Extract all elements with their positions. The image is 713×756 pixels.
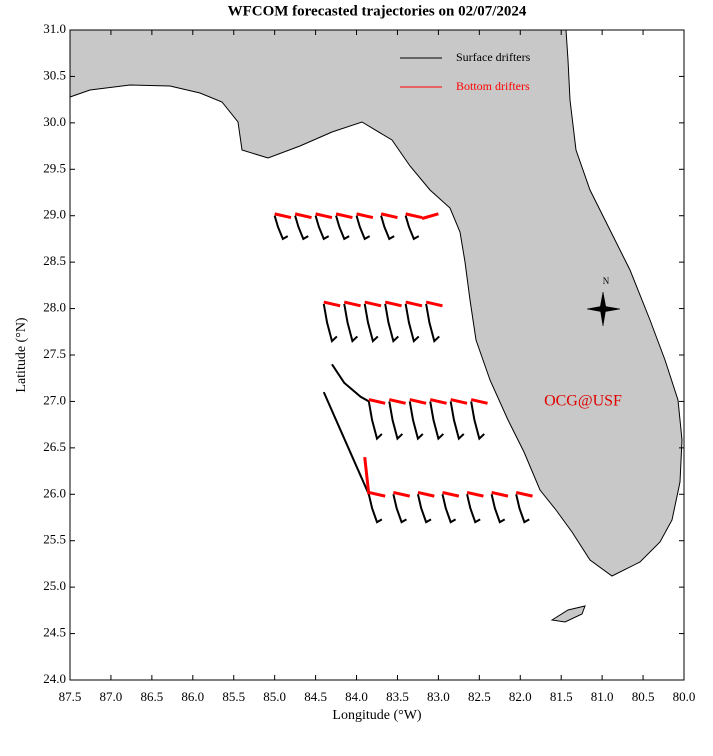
y-tick-label: 24.5 (43, 625, 66, 640)
y-tick-label: 28.5 (43, 253, 66, 268)
drifter-track (405, 212, 423, 220)
drifter-track (322, 303, 338, 343)
x-tick-label: 80.0 (673, 689, 696, 704)
y-tick-label: 30.0 (43, 114, 66, 129)
x-tick-label: 84.5 (304, 689, 327, 704)
y-tick-label: 25.0 (43, 578, 66, 593)
legend-label: Surface drifters (456, 50, 531, 64)
drifter-track (384, 303, 399, 343)
y-tick-label: 27.0 (43, 392, 66, 407)
x-tick-label: 80.5 (632, 689, 655, 704)
x-tick-label: 87.5 (59, 689, 82, 704)
drifter-track (425, 300, 443, 308)
drifter-track (331, 363, 370, 403)
land (69, 29, 683, 623)
drifter-track (368, 398, 386, 405)
y-tick-label: 29.5 (43, 160, 66, 175)
drifter-track (335, 212, 353, 220)
drifter-track (409, 398, 427, 405)
drifter-track (380, 212, 398, 220)
drifter-track (294, 215, 309, 241)
x-tick-label: 87.0 (100, 689, 123, 704)
x-tick-label: 82.5 (468, 689, 491, 704)
drifter-track (315, 212, 333, 220)
drifter-track (416, 494, 432, 524)
drifter-track (470, 401, 485, 441)
drifter-track (392, 494, 407, 524)
y-tick-label: 26.0 (43, 485, 66, 500)
drifter-track (368, 490, 386, 498)
drifter-track (466, 494, 481, 524)
drifter-track (343, 300, 361, 308)
drifter-track (384, 300, 402, 308)
y-tick-label: 27.5 (43, 346, 66, 361)
drifter-track (425, 303, 440, 343)
drifter-track (393, 490, 411, 498)
x-tick-label: 85.5 (222, 689, 245, 704)
drifter-track (441, 494, 457, 524)
drifter-track (429, 398, 447, 405)
annotation: OCG@USF (544, 393, 622, 410)
drifter-track (322, 391, 370, 495)
drifter-track (363, 303, 379, 343)
drifter-track (515, 490, 533, 498)
x-tick-label: 85.0 (263, 689, 286, 704)
coastline (69, 29, 683, 577)
legend-label: Bottom drifters (456, 79, 530, 93)
y-tick-label: 24.0 (43, 671, 66, 686)
drifter-track (355, 215, 371, 241)
drifter-track (356, 212, 374, 220)
drifter-track (491, 490, 509, 498)
drifter-track (388, 401, 404, 441)
compass-label: N (603, 276, 610, 286)
compass (586, 291, 621, 327)
drifter-track (363, 456, 371, 495)
x-tick-label: 86.0 (181, 689, 204, 704)
drifter-track (442, 490, 460, 498)
y-tick-label: 31.0 (43, 21, 66, 36)
y-tick-label: 26.5 (43, 439, 66, 454)
drifter-track (388, 398, 406, 405)
drifter-track (450, 398, 468, 405)
drifter-track (273, 215, 289, 241)
drifter-track (314, 215, 330, 241)
x-tick-label: 84.0 (345, 689, 368, 704)
drifter-track (470, 398, 488, 405)
drifter-track (335, 215, 350, 241)
drifter-track (367, 401, 383, 441)
drifter-track (429, 401, 444, 441)
drifter-track (364, 300, 382, 308)
y-tick-label: 30.5 (43, 67, 66, 82)
x-tick-label: 82.0 (509, 689, 532, 704)
drifter-track (323, 300, 341, 308)
drifter-track (404, 303, 420, 343)
drifter-track (515, 494, 530, 524)
y-axis-label: Latitude (°N) (14, 317, 29, 393)
drifter-track (404, 215, 420, 241)
drifter-track (367, 494, 383, 524)
y-tick-label: 28.0 (43, 300, 66, 315)
drifter-track (294, 212, 312, 220)
x-tick-label: 83.0 (427, 689, 450, 704)
drifter-track (380, 215, 395, 241)
y-tick-label: 25.5 (43, 532, 66, 547)
drifter-track (274, 212, 292, 220)
drifter-track (490, 494, 506, 524)
drifter-track (421, 212, 439, 220)
drifter-track (405, 300, 423, 308)
drifter-track (343, 303, 359, 343)
y-tick-label: 29.0 (43, 207, 66, 222)
x-tick-label: 86.5 (140, 689, 163, 704)
florida-keys (550, 605, 586, 623)
x-tick-label: 81.5 (550, 689, 573, 704)
x-tick-label: 83.5 (386, 689, 409, 704)
x-axis-label: Longitude (°W) (332, 708, 422, 723)
chart-title: WFCOM forecasted trajectories on 02/07/2… (228, 3, 527, 19)
drifter-track (408, 401, 424, 441)
x-tick-label: 81.0 (591, 689, 614, 704)
drifter-track (466, 490, 484, 498)
drifter-track (417, 490, 435, 498)
drifter-track (449, 401, 465, 441)
